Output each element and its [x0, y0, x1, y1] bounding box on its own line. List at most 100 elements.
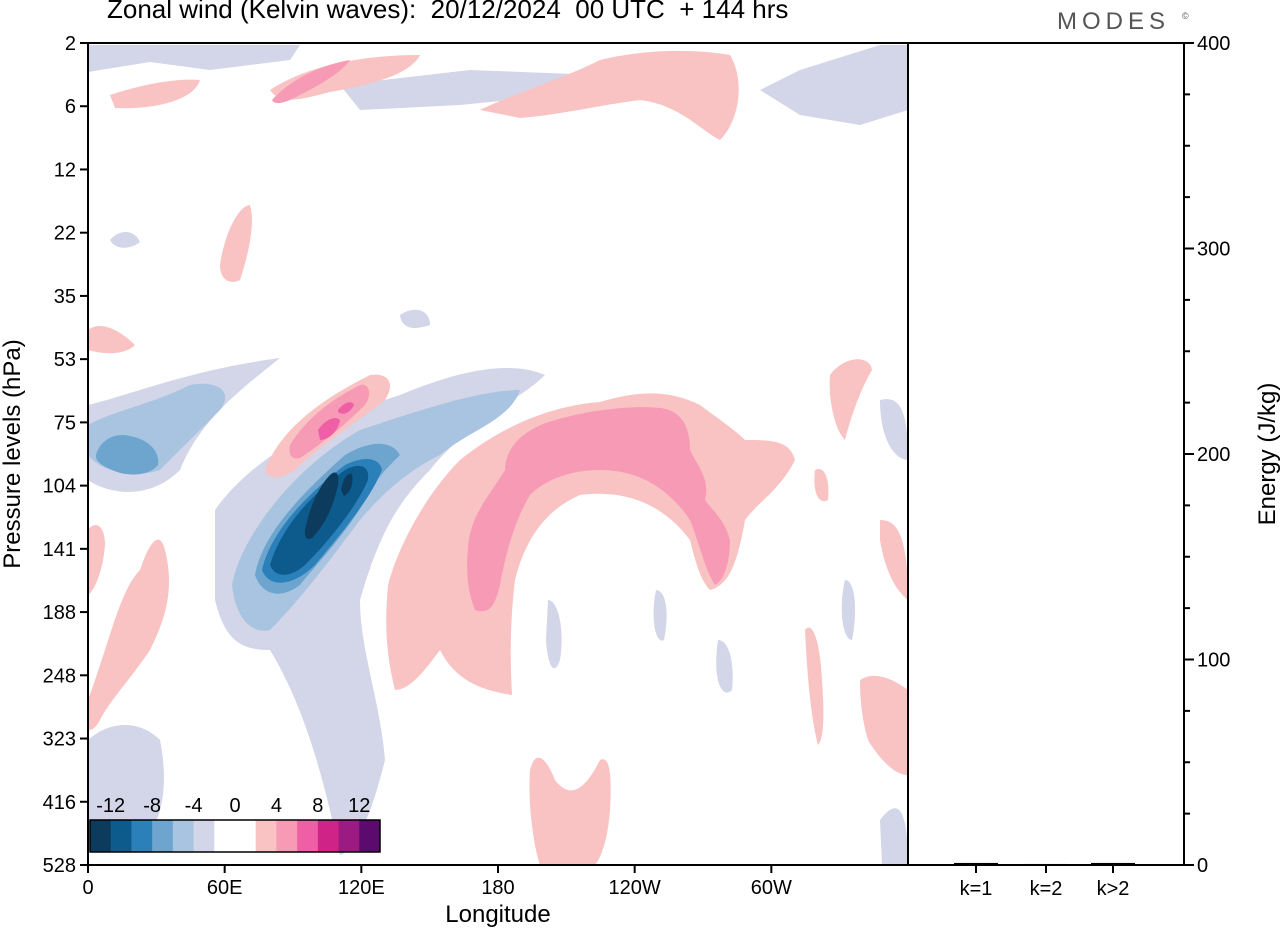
energy-category-label: k=1 [960, 878, 993, 900]
colorbar-label: -4 [185, 795, 203, 817]
pressure-axis-title: Pressure levels (hPa) [0, 339, 26, 568]
energy-tick-label: 400 [1197, 33, 1230, 55]
pressure-tick-label: 12 [54, 159, 76, 181]
pos-contour-rose [272, 60, 350, 103]
energy-bar [1091, 862, 1135, 865]
pos-contour-pink [829, 359, 872, 440]
pressure-tick-label: 416 [43, 792, 76, 814]
neg-contour-lavender [716, 640, 733, 693]
colorbar-swatch [338, 820, 360, 852]
neg-contour-lavender [88, 725, 164, 845]
brand-logo: MODES [1057, 8, 1171, 35]
neg-contour-navy [341, 473, 353, 496]
pressure-axis: 2 6 12 22 35 53 75 104 141 188 248 323 416 528 [43, 33, 88, 877]
pressure-tick-label: 248 [43, 665, 76, 687]
pos-contour-pink [88, 525, 105, 595]
energy-bar [954, 862, 998, 865]
colorbar-swatch [131, 820, 153, 852]
energy-category-label: k=2 [1030, 878, 1063, 900]
neg-contour-lavender [88, 45, 300, 72]
neg-contour-lavender [653, 590, 667, 641]
energy-category-label: k>2 [1097, 878, 1130, 900]
colorbar-swatch [235, 820, 257, 852]
pos-contour-rose [467, 407, 730, 612]
neg-contour-navy [304, 472, 339, 540]
colorbar-swatch [110, 820, 132, 852]
chart-title: Zonal wind (Kelvin waves): 20/12/2024 00… [107, 0, 789, 24]
pos-contour-pink [220, 205, 252, 282]
pos-contour-pink [805, 627, 824, 745]
pos-contour-pink [88, 325, 135, 354]
brand-mark: © [1182, 11, 1189, 21]
neg-contour-lavender [400, 309, 430, 328]
pressure-tick-label: 188 [43, 602, 76, 624]
pos-contour-pink [860, 675, 908, 775]
pressure-tick-label: 75 [54, 412, 76, 434]
neg-contour-lavender [760, 45, 908, 125]
energy-tick-label: 200 [1197, 444, 1230, 466]
colorbar-legend: -12 -8 -4 0 4 8 12 [89, 795, 381, 853]
colorbar-swatch [255, 820, 277, 852]
neg-contour-lavender [110, 231, 140, 248]
colorbar-label: -12 [96, 795, 125, 817]
energy-axis: 0 100 200 300 400 [1184, 33, 1230, 877]
neg-contour-lavender [841, 580, 856, 640]
colorbar-swatch [193, 820, 215, 852]
colorbar-swatch [214, 820, 236, 852]
colorbar-swatch [297, 820, 319, 852]
colorbar-swatch [90, 820, 112, 852]
pos-contour-magenta [338, 402, 354, 414]
energy-tick-label: 100 [1197, 650, 1230, 672]
positive-anomaly-regions [88, 50, 908, 865]
colorbar-swatch [152, 820, 174, 852]
pos-contour-pink [88, 539, 170, 730]
colorbar-swatch [359, 820, 381, 852]
longitude-axis: 0 60E 120E 180 120W 60W [82, 865, 792, 899]
energy-bar-chart: 0 100 200 300 400 k=1 k=2 k>2 Energy (J/kg) [908, 33, 1280, 900]
energy-bar [1024, 863, 1068, 866]
pressure-tick-label: 323 [43, 729, 76, 751]
pressure-tick-label: 22 [54, 223, 76, 245]
colorbar-label: 0 [229, 795, 240, 817]
colorbar-swatch [317, 820, 340, 852]
longitude-tick-label: 0 [82, 877, 93, 899]
longitude-axis-title: Longitude [445, 901, 550, 928]
neg-contour-lavender [880, 399, 908, 460]
pos-contour-pink [480, 50, 739, 140]
colorbar-swatch [276, 820, 298, 852]
colorbar-label: 4 [271, 795, 282, 817]
colorbar-label: 12 [348, 795, 370, 817]
pressure-tick-label: 35 [54, 286, 76, 308]
energy-axis-title: Energy (J/kg) [1254, 383, 1280, 526]
longitude-tick-label: 180 [481, 877, 514, 899]
colorbar-swatch [172, 820, 195, 852]
pos-contour-pink [529, 757, 611, 865]
pressure-tick-label: 141 [43, 539, 76, 561]
pos-contour-pink [814, 469, 829, 502]
neg-contour-lavender [546, 600, 562, 669]
pressure-tick-label: 53 [54, 349, 76, 371]
colorbar-label: 8 [312, 795, 323, 817]
longitude-tick-label: 120E [338, 877, 385, 899]
energy-tick-label: 300 [1197, 239, 1230, 261]
negative-anomaly-regions [88, 45, 908, 865]
pos-contour-pink [880, 520, 908, 600]
neg-contour-lavender [880, 808, 908, 865]
colorbar-frame [89, 819, 381, 853]
colorbar-label: -8 [143, 795, 161, 817]
longitude-tick-label: 60W [751, 877, 792, 899]
wind-heatmap [88, 43, 908, 865]
longitude-tick-label: 60E [207, 877, 243, 899]
pressure-tick-label: 6 [65, 96, 76, 118]
pressure-tick-label: 528 [43, 855, 76, 877]
longitude-tick-label: 120W [609, 877, 661, 899]
pressure-tick-label: 104 [43, 476, 76, 498]
pos-contour-pink [110, 79, 200, 109]
pressure-tick-label: 2 [65, 33, 76, 55]
energy-tick-label: 0 [1197, 855, 1208, 877]
pos-contour-magenta [318, 418, 340, 440]
energy-bars: k=1 k=2 k>2 [954, 862, 1135, 900]
neg-contour-lavender [340, 70, 600, 110]
neg-contour-mid-blue [95, 434, 159, 475]
